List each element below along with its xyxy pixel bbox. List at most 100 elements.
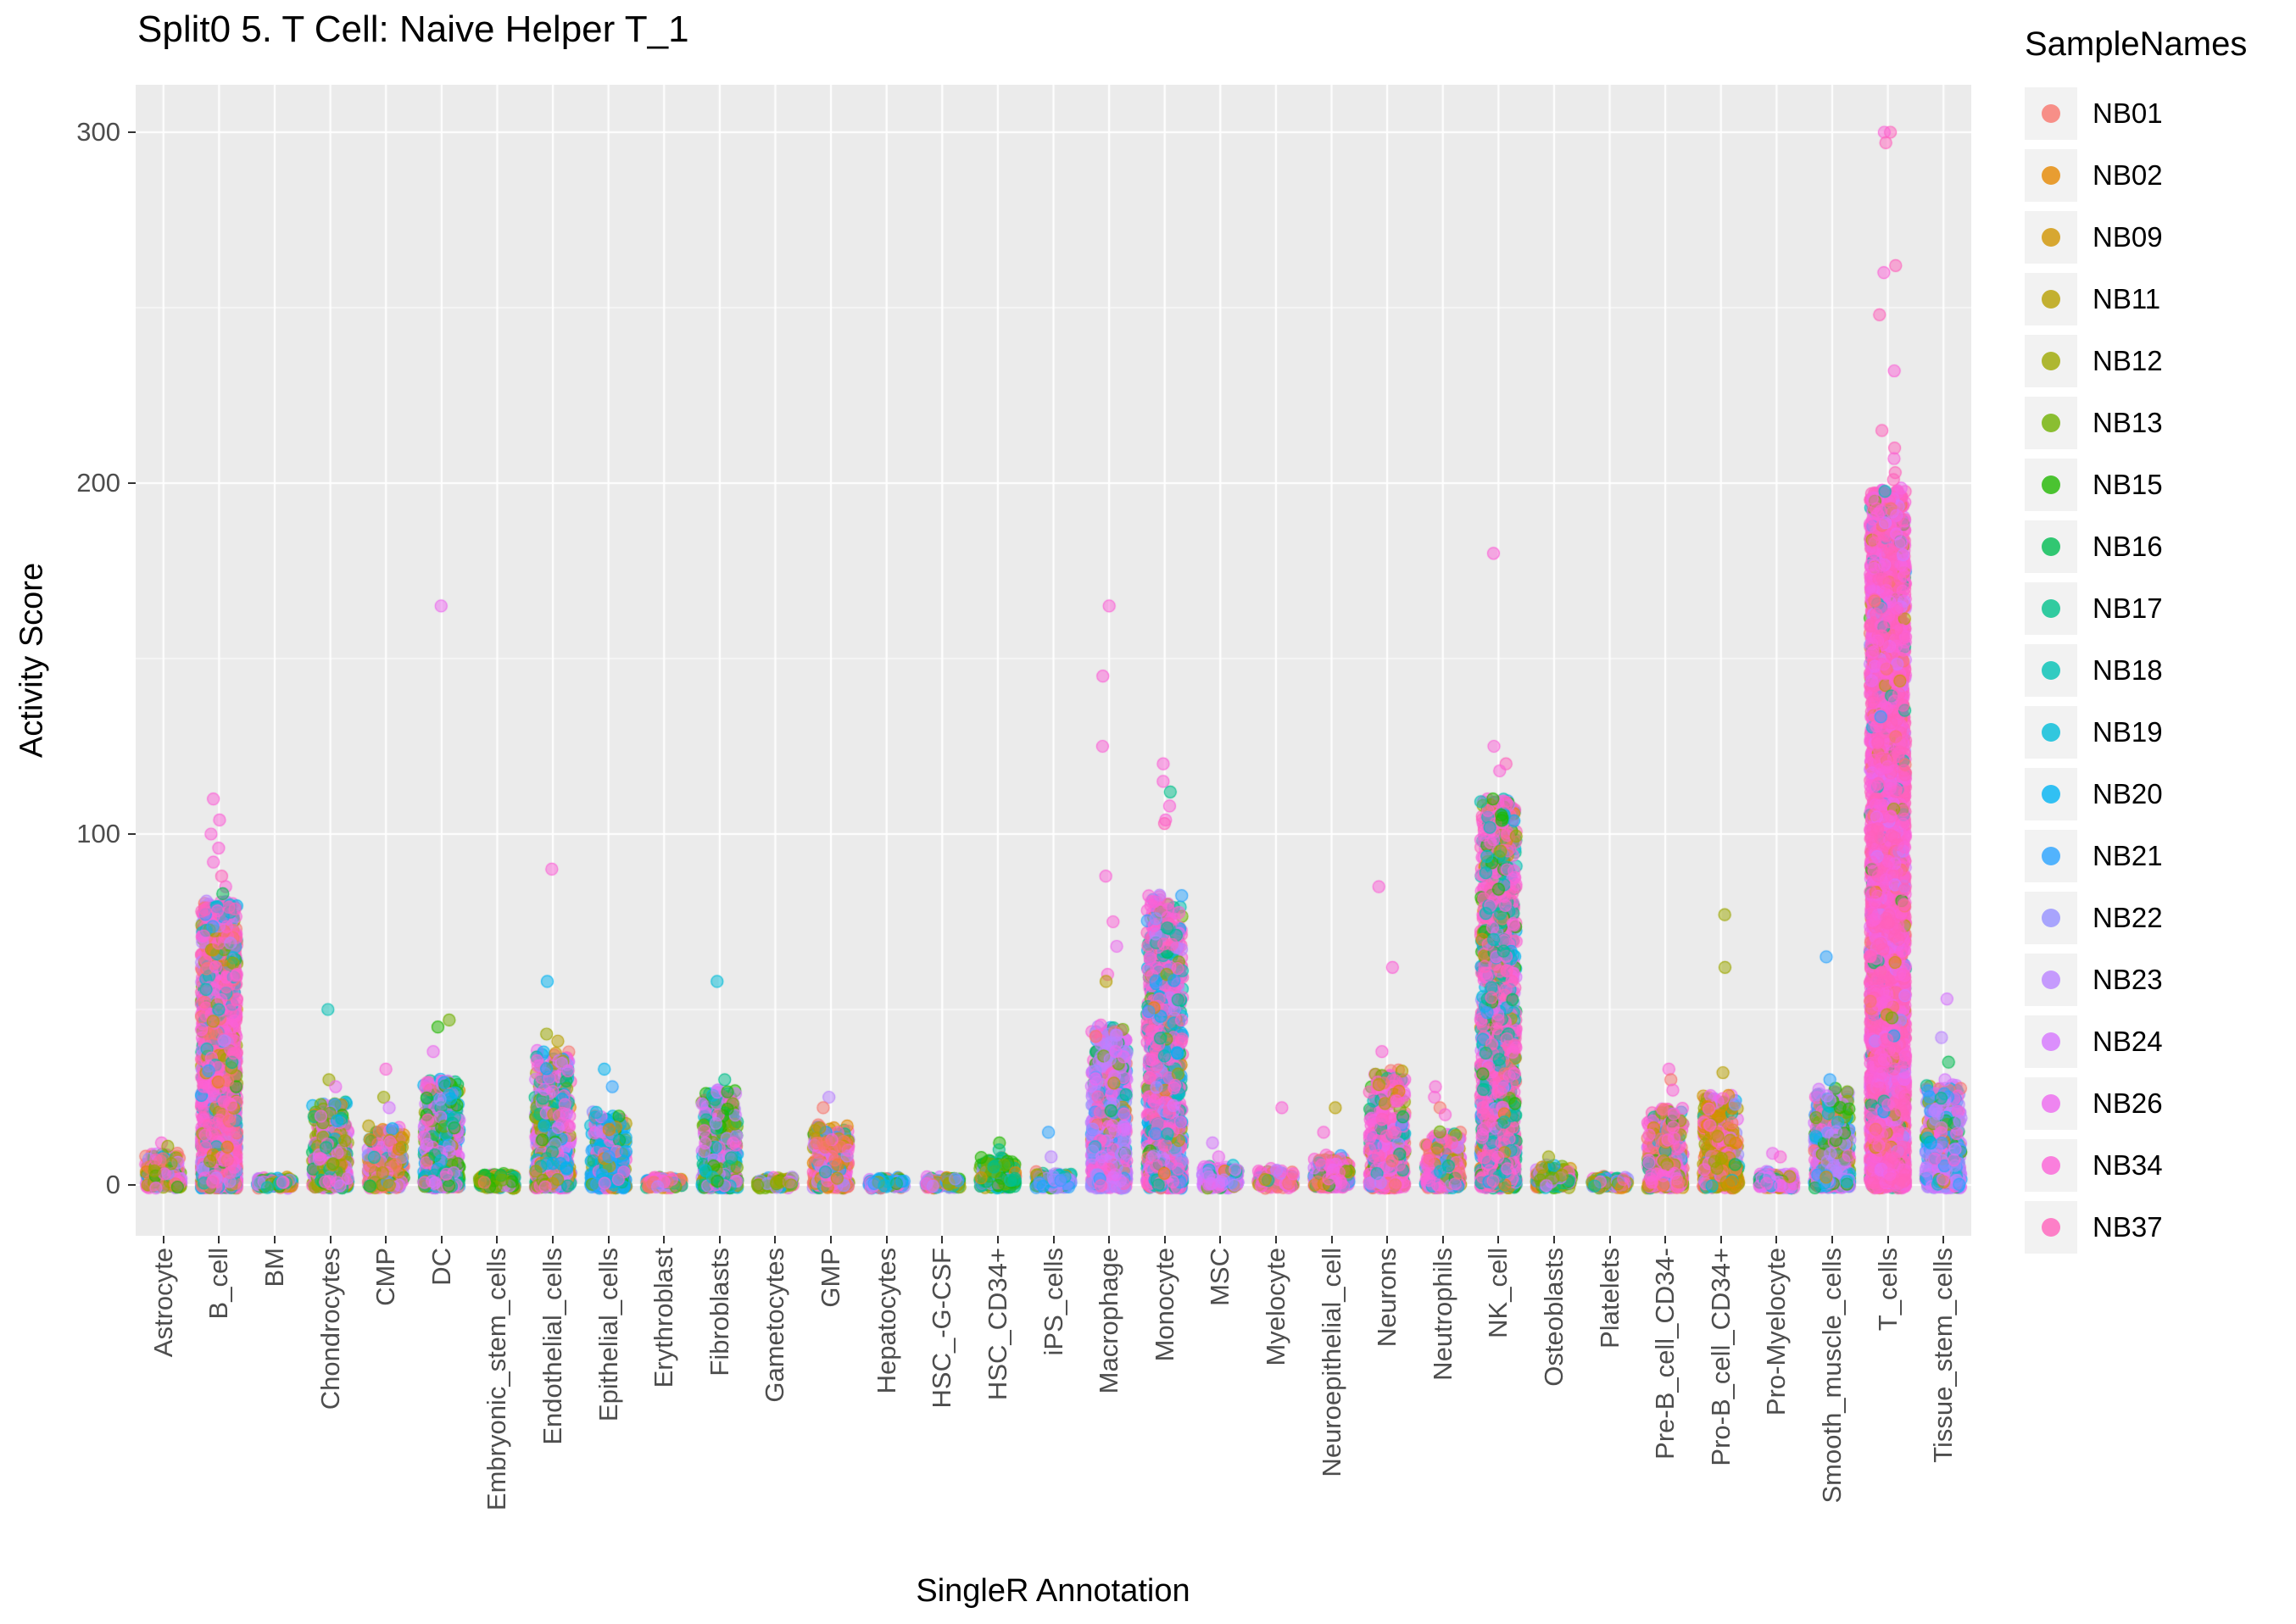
y-axis-title: Activity Score: [14, 562, 50, 759]
legend-item: NB01: [2025, 87, 2296, 140]
legend-dot-icon: [2042, 104, 2060, 123]
x-tick-mark: [1108, 1236, 1111, 1243]
x-tick-mark: [440, 1236, 443, 1243]
legend-dot-icon: [2042, 785, 2060, 804]
legend-dot-icon: [2042, 1094, 2060, 1113]
x-tick-mark: [1386, 1236, 1389, 1243]
y-tick-mark: [128, 131, 136, 133]
x-tick-label: Astrocyte: [148, 1248, 178, 1358]
legend-item: NB12: [2025, 335, 2296, 387]
y-tick-label: 0: [105, 1170, 120, 1199]
legend-key: [2025, 706, 2077, 759]
legend-title: SampleNames: [2025, 25, 2248, 63]
x-tick-mark: [774, 1236, 777, 1243]
legend-item: NB11: [2025, 273, 2296, 325]
legend-item: NB18: [2025, 644, 2296, 697]
x-tick-label: Chondrocytes: [315, 1248, 345, 1410]
x-tick-label: Pro-Myelocyte: [1761, 1248, 1792, 1416]
x-tick-label: MSC: [1205, 1248, 1235, 1306]
x-tick-mark: [1942, 1236, 1945, 1243]
legend-item: NB34: [2025, 1139, 2296, 1192]
x-tick-mark: [162, 1236, 164, 1243]
x-tick-mark: [1219, 1236, 1222, 1243]
x-tick-mark: [1163, 1236, 1166, 1243]
legend-label: NB16: [2093, 531, 2163, 562]
legend-dot-icon: [2042, 290, 2060, 309]
legend-dot-icon: [2042, 661, 2060, 680]
x-tick-label: Hepatocytes: [871, 1248, 901, 1394]
x-tick-label: Smooth_muscle_cells: [1816, 1248, 1847, 1504]
x-tick-mark: [1052, 1236, 1055, 1243]
legend-label: NB11: [2093, 283, 2161, 314]
x-tick-label: Pro-B_cell_CD34+: [1705, 1248, 1736, 1466]
legend-key: [2025, 149, 2077, 202]
legend-label: NB17: [2093, 592, 2163, 624]
legend-key: [2025, 1139, 2077, 1192]
legend-item: NB23: [2025, 954, 2296, 1006]
x-tick-mark: [607, 1236, 610, 1243]
x-tick-label: HSC_CD34+: [982, 1248, 1012, 1401]
legend-item: NB21: [2025, 830, 2296, 882]
x-tick-label: Neutrophils: [1427, 1248, 1457, 1381]
legend-key: [2025, 892, 2077, 944]
legend-key: [2025, 87, 2077, 140]
legend-label: NB37: [2093, 1211, 2163, 1243]
legend-key: [2025, 582, 2077, 635]
x-tick-label: Epithelial_cells: [593, 1248, 623, 1422]
x-axis-title: SingleR Annotation: [916, 1573, 1190, 1609]
x-tick-label: T_cells: [1872, 1248, 1903, 1332]
legend-dot-icon: [2042, 1032, 2060, 1051]
x-tick-mark: [552, 1236, 554, 1243]
legend-item: NB15: [2025, 459, 2296, 511]
legend-label: NB15: [2093, 469, 2163, 500]
legend-label: NB18: [2093, 654, 2163, 686]
x-tick-mark: [830, 1236, 833, 1243]
y-tick-label: 200: [76, 468, 120, 498]
legend-item: NB26: [2025, 1077, 2296, 1130]
x-tick-mark: [996, 1236, 999, 1243]
plot-panel: [136, 85, 1971, 1236]
legend-item: NB16: [2025, 520, 2296, 573]
legend-item: NB24: [2025, 1015, 2296, 1068]
x-tick-label: Gametocytes: [760, 1248, 790, 1403]
legend-item: NB17: [2025, 582, 2296, 635]
x-tick-label: Platelets: [1594, 1248, 1624, 1349]
x-tick-mark: [1330, 1236, 1333, 1243]
legend: SampleNames NB01 NB02 NB09 NB11 NB12 NB13 NB15…: [2025, 25, 2296, 1263]
legend-dot-icon: [2042, 847, 2060, 865]
legend-label: NB09: [2093, 221, 2163, 253]
x-tick-label: CMP: [371, 1248, 401, 1306]
x-tick-label: Fibroblasts: [704, 1248, 734, 1377]
x-tick-mark: [1441, 1236, 1444, 1243]
x-tick-mark: [1497, 1236, 1500, 1243]
legend-label: NB13: [2093, 407, 2163, 438]
x-tick-mark: [1886, 1236, 1889, 1243]
legend-label: NB22: [2093, 902, 2163, 933]
y-tick-mark: [128, 482, 136, 484]
x-tick-mark: [663, 1236, 666, 1243]
x-tick-label: DC: [426, 1248, 456, 1286]
legend-key: [2025, 520, 2077, 573]
x-tick-label: iPS_cells: [1038, 1248, 1068, 1356]
x-tick-label: B_cell: [203, 1248, 234, 1320]
legend-label: NB12: [2093, 345, 2163, 376]
legend-key: [2025, 397, 2077, 449]
x-tick-mark: [1274, 1236, 1277, 1243]
x-tick-label: Erythroblast: [649, 1248, 679, 1388]
legend-dot-icon: [2042, 476, 2060, 494]
legend-label: NB02: [2093, 159, 2163, 191]
x-tick-label: HSC_-G-CSF: [927, 1248, 957, 1409]
legend-label: NB19: [2093, 716, 2163, 748]
legend-dot-icon: [2042, 971, 2060, 989]
x-tick-mark: [885, 1236, 888, 1243]
legend-key: [2025, 211, 2077, 264]
legend-key: [2025, 1015, 2077, 1068]
legend-item: NB02: [2025, 149, 2296, 202]
legend-label: NB23: [2093, 964, 2163, 995]
x-tick-label: Monocyte: [1149, 1248, 1179, 1362]
legend-label: NB26: [2093, 1087, 2163, 1119]
legend-dot-icon: [2042, 537, 2060, 556]
legend-item: NB20: [2025, 768, 2296, 820]
legend-dot-icon: [2042, 228, 2060, 247]
legend-dot-icon: [2042, 599, 2060, 618]
